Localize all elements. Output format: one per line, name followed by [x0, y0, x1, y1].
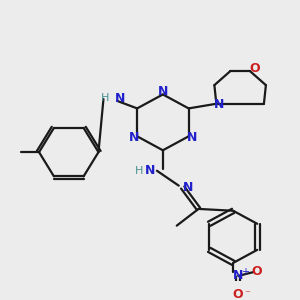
Text: N: N	[115, 92, 126, 105]
Text: H: H	[101, 93, 110, 103]
Text: N: N	[186, 131, 197, 144]
Text: N: N	[158, 85, 168, 98]
Text: O: O	[250, 62, 260, 75]
Text: O: O	[252, 265, 262, 278]
Text: H: H	[135, 166, 143, 176]
Text: N: N	[214, 98, 224, 111]
Text: +: +	[241, 267, 249, 277]
Text: N: N	[183, 181, 193, 194]
Text: ⁻: ⁻	[244, 290, 250, 299]
Text: O: O	[233, 288, 244, 300]
Text: N: N	[145, 164, 155, 177]
Text: N: N	[233, 269, 243, 282]
Text: N: N	[129, 131, 140, 144]
